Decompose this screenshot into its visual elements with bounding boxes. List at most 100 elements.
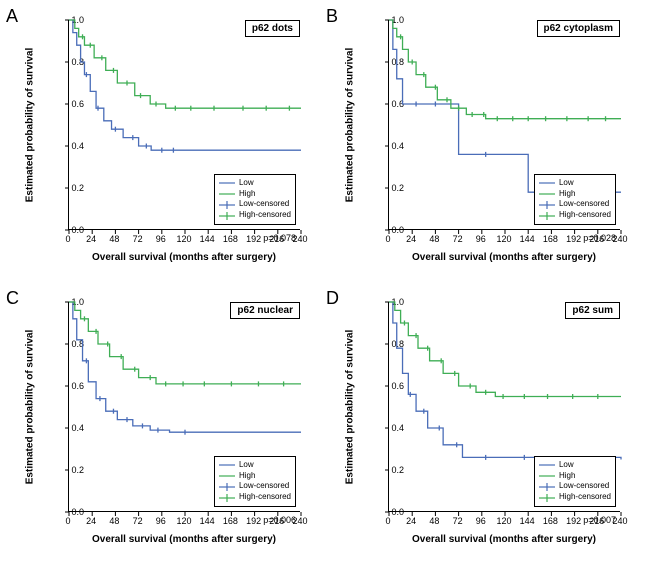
x-tick-label: 48 — [429, 234, 439, 244]
p-value: p=0.006 — [263, 515, 296, 525]
panel-label: D — [326, 288, 339, 309]
legend-label: Low-censored — [559, 199, 609, 210]
x-tick-label: 168 — [223, 516, 238, 526]
x-tick-label: 192 — [566, 234, 581, 244]
legend-item: Low-censored — [539, 199, 611, 210]
legend-item: High — [219, 471, 291, 482]
legend-label: Low — [239, 460, 254, 471]
series-high — [69, 20, 301, 108]
plot-area: p62 nuclearLowHighLow-censoredHigh-censo… — [68, 302, 300, 512]
legend-swatch — [539, 483, 555, 491]
p-value: p=0.078 — [263, 233, 296, 243]
legend-swatch — [539, 212, 555, 220]
legend-item: Low — [219, 460, 291, 471]
series-low — [389, 20, 621, 192]
legend-item: Low-censored — [219, 199, 291, 210]
series-low — [389, 302, 621, 460]
legend-item: Low — [219, 178, 291, 189]
legend-item: High-censored — [219, 492, 291, 503]
legend-swatch — [539, 190, 555, 198]
legend-swatch — [219, 179, 235, 187]
panel-b: BEstimated probability of survivalOveral… — [320, 0, 640, 282]
plot-area: p62 sumLowHighLow-censoredHigh-censoredp… — [388, 302, 620, 512]
series-low — [69, 302, 301, 432]
panel-d: D Estimated probability of survival Overal… — [320, 282, 640, 564]
legend-label: Low — [559, 460, 574, 471]
x-tick-label: 168 — [543, 516, 558, 526]
x-tick-label: 96 — [156, 516, 166, 526]
legend-swatch — [219, 190, 235, 198]
legend-swatch — [219, 494, 235, 502]
x-tick-label: 24 — [86, 234, 96, 244]
panel-c: C Estimated probability of survival Overal… — [0, 282, 320, 564]
x-tick-label: 168 — [543, 234, 558, 244]
legend-swatch — [539, 494, 555, 502]
legend-label: Low — [239, 178, 254, 189]
legend-swatch — [219, 201, 235, 209]
panel-label: B — [326, 6, 338, 27]
legend-swatch — [219, 472, 235, 480]
x-tick-label: 48 — [109, 234, 119, 244]
x-axis-title: Overall survival (months after surgery) — [92, 252, 276, 263]
legend-item: Low — [539, 460, 611, 471]
figure: { "layout":{"panel_w":320,"panel_h":282,… — [0, 0, 650, 564]
y-axis-title: Estimated probability of survival — [345, 330, 356, 484]
plot-area: p62 cytoplasmLowHighLow-censoredHigh-cen… — [388, 20, 620, 230]
legend-label: High — [559, 189, 575, 200]
legend-item: Low — [539, 178, 611, 189]
legend-label: High-censored — [559, 492, 611, 503]
legend-swatch — [539, 472, 555, 480]
x-axis-title: Overall survival (months after surgery) — [92, 534, 276, 545]
legend: LowHighLow-censoredHigh-censored — [214, 456, 296, 507]
legend: LowHighLow-censoredHigh-censored — [534, 174, 616, 225]
legend-item: High-censored — [219, 210, 291, 221]
legend-item: High — [539, 189, 611, 200]
x-tick-label: 24 — [406, 516, 416, 526]
series-high — [389, 302, 621, 397]
x-tick-label: 72 — [453, 234, 463, 244]
x-tick-label: 96 — [156, 234, 166, 244]
legend-swatch — [539, 179, 555, 187]
legend-item: High-censored — [539, 210, 611, 221]
panel-label: A — [6, 6, 18, 27]
x-tick-label: 192 — [246, 516, 261, 526]
panel-label: C — [6, 288, 19, 309]
x-tick-label: 72 — [133, 234, 143, 244]
x-tick-label: 48 — [429, 516, 439, 526]
y-axis-title: Estimated probability of survival — [25, 330, 36, 484]
series-high — [69, 302, 301, 384]
p-value: p=0.007 — [583, 515, 616, 525]
x-tick-label: 96 — [476, 234, 486, 244]
x-tick-label: 168 — [223, 234, 238, 244]
legend-item: Low-censored — [219, 481, 291, 492]
x-tick-label: 0 — [65, 516, 70, 526]
legend: LowHighLow-censoredHigh-censored — [534, 456, 616, 507]
x-tick-label: 192 — [566, 516, 581, 526]
x-tick-label: 120 — [496, 234, 511, 244]
legend-label: Low-censored — [239, 481, 289, 492]
x-tick-label: 72 — [453, 516, 463, 526]
x-tick-label: 120 — [496, 516, 511, 526]
legend-item: High — [539, 471, 611, 482]
legend-swatch — [539, 201, 555, 209]
x-tick-label: 120 — [176, 516, 191, 526]
legend-item: Low-censored — [539, 481, 611, 492]
series-low — [69, 20, 301, 150]
plot-area: p62 dotsLowHighLow-censoredHigh-censored… — [68, 20, 300, 230]
legend-label: High-censored — [559, 210, 611, 221]
x-tick-label: 144 — [200, 234, 215, 244]
x-axis-title: Overall survival (months after surgery) — [412, 252, 596, 263]
x-tick-label: 0 — [385, 516, 390, 526]
legend-swatch — [219, 212, 235, 220]
x-tick-label: 144 — [520, 516, 535, 526]
x-tick-label: 120 — [176, 234, 191, 244]
legend-item: High-censored — [539, 492, 611, 503]
legend-swatch — [219, 483, 235, 491]
legend-label: High — [239, 471, 255, 482]
legend-swatch — [539, 461, 555, 469]
x-axis-title: Overall survival (months after surgery) — [412, 534, 596, 545]
x-tick-label: 144 — [200, 516, 215, 526]
legend-label: High — [559, 471, 575, 482]
x-tick-label: 24 — [86, 516, 96, 526]
p-value: p=0.028 — [583, 233, 616, 243]
